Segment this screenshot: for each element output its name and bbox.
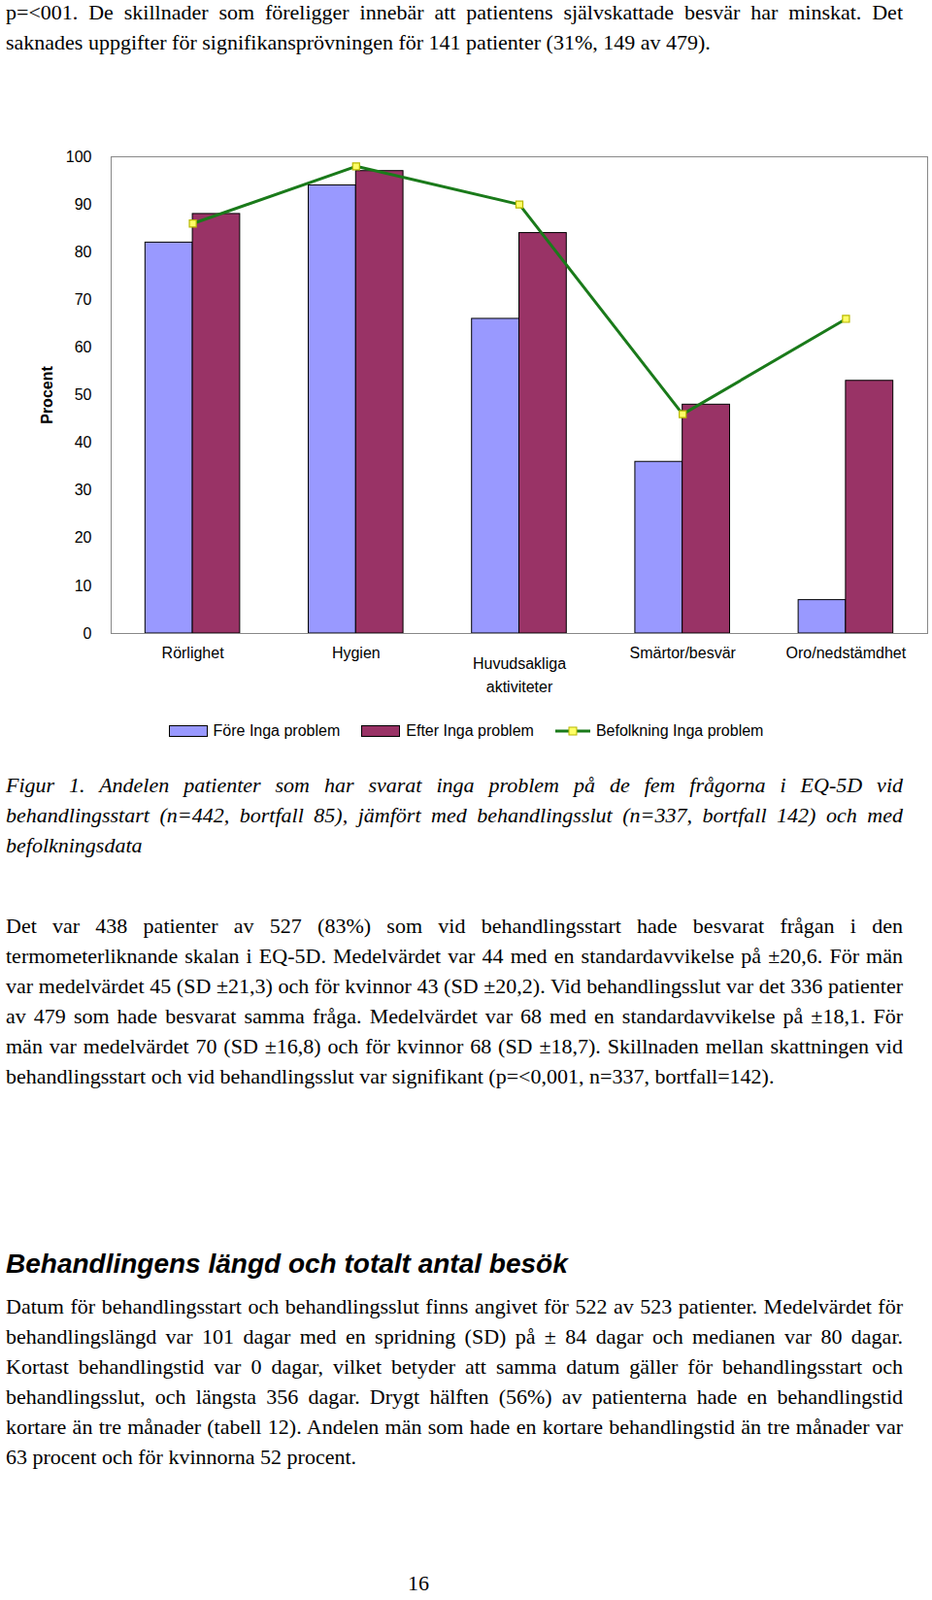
html-text:Det var 438 patienter av 527 (: Det var 438 patienter av 527 (83%) som v… [5, 913, 903, 1089]
svg-text:0: 0 [83, 625, 93, 642]
html-text:Befolkning Inga problem: Befolkning Inga problem [595, 722, 764, 739]
html-text:Figur 1. Andelen patienter som: Figur 1. Andelen patienter som har svara… [5, 772, 903, 858]
svg-text:20: 20 [74, 529, 93, 546]
svg-text:50: 50 [74, 386, 93, 403]
html-text:Datum för behandlingsstart och: Datum för behandlingsstart och behandlin… [5, 1294, 903, 1469]
svg-text:100: 100 [66, 148, 93, 166]
svg-text:80: 80 [74, 243, 93, 261]
html-text:Behandlingens längd och totalt: Behandlingens längd och totalt antal bes… [5, 1248, 568, 1279]
svg-text:60: 60 [74, 338, 93, 356]
svg-text:40: 40 [74, 433, 93, 451]
svg-text:Smärtor/besvär: Smärtor/besvär [630, 644, 737, 662]
html-text:p=<001. De skillnader som före: p=<001. De skillnader som föreligger inn… [5, 0, 903, 55]
svg-text:70: 70 [74, 291, 93, 308]
svg-text:Oro/nedstämdhet: Oro/nedstämdhet [786, 644, 907, 662]
svg-text:30: 30 [74, 481, 93, 499]
svg-text:10: 10 [74, 577, 93, 595]
svg-text:Huvudsakligaaktiviteter: Huvudsakligaaktiviteter [472, 655, 566, 696]
svg-text:Hygien: Hygien [332, 644, 381, 662]
html-text:Efter Inga problem: Efter Inga problem [406, 722, 534, 739]
svg-text:Procent: Procent [38, 366, 56, 425]
svg-text:Rörlighet: Rörlighet [162, 644, 226, 662]
svg-text:90: 90 [74, 196, 93, 213]
html-text:Före Inga problem: Före Inga problem [213, 722, 341, 739]
html-text:16: 16 [407, 1570, 430, 1596]
